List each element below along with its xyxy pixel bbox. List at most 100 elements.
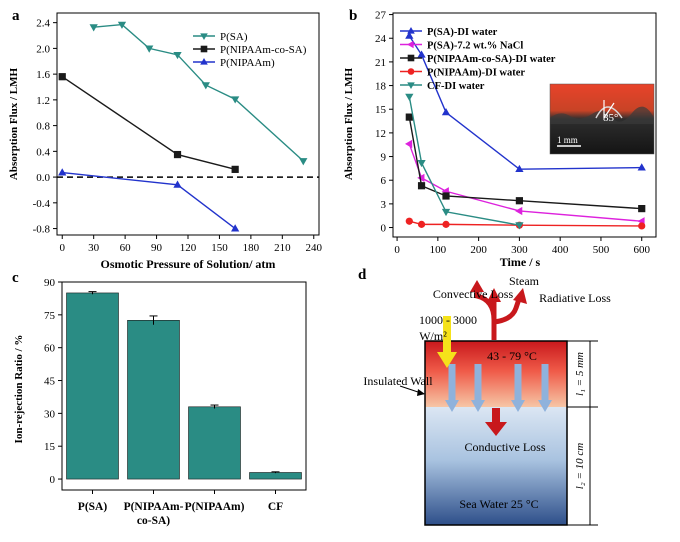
steam-arrowhead — [487, 288, 501, 302]
a-ytick-label: -0.8 — [33, 224, 51, 236]
c-xtick-label: co-SA) — [137, 515, 170, 527]
c-bar-0 — [66, 292, 119, 480]
b-ytick-label: 18 — [375, 81, 387, 93]
y-axis-label-a: Absorption Flux / LMH — [8, 67, 20, 180]
heat-flow-arrows — [445, 364, 552, 412]
plot-frame-c — [61, 281, 307, 491]
c-ytick-label: 0 — [50, 474, 56, 486]
heat-arrowhead-4 — [538, 400, 552, 412]
a-legend-marker — [200, 33, 208, 40]
conductive-loss-arrowhead — [485, 422, 507, 436]
a-xtick-label: 150 — [211, 242, 228, 254]
a-ytick-label: 2.0 — [36, 43, 50, 55]
b-series-0-point — [515, 164, 524, 173]
a-series-1-point — [58, 73, 66, 81]
heat-arrowhead-1 — [445, 400, 459, 412]
a-series-0-point — [231, 96, 240, 104]
b-series-4-point — [441, 208, 451, 217]
b-series-3-point — [417, 220, 426, 228]
b-ytick-label: 12 — [375, 128, 386, 140]
a-series-0-point — [145, 45, 154, 53]
x-axis-label-b: Time / s — [500, 255, 541, 269]
a-xtick-label: 180 — [243, 242, 260, 254]
a-legend-label: P(SA) — [220, 31, 248, 43]
insulated-wall-label: Insulated Wall — [363, 374, 433, 388]
contact-angle-inset: 85° 1 mm — [549, 83, 655, 155]
inset-angle-line — [603, 102, 615, 119]
c-ytick-label: 90 — [44, 277, 56, 289]
y-axis-label-c: Ion-rejection Ratio / % — [13, 335, 25, 444]
b-series-1-point — [404, 139, 413, 149]
b-legend-marker — [407, 27, 415, 34]
irradiance-label-line1: 1000 - 3000 — [419, 313, 477, 327]
b-legend-label: P(SA)-7.2 wt.% NaCl — [427, 41, 523, 52]
a-series-1-point — [231, 165, 239, 173]
inset-surface — [550, 106, 654, 124]
a-series-0-point — [117, 21, 127, 29]
a-ytick-label: 1.2 — [36, 95, 50, 107]
b-ytick-label: 27 — [375, 10, 387, 22]
heat-arrowhead-2 — [471, 400, 485, 412]
a-legend-marker — [200, 45, 208, 53]
a-series-2-point — [231, 224, 240, 232]
b-xtick-label: 600 — [633, 244, 650, 256]
b-legend-marker — [407, 68, 415, 75]
a-xtick-label: 90 — [151, 242, 163, 254]
a-ytick-label: 2.4 — [36, 18, 50, 30]
radiative-loss-arrow — [493, 295, 523, 325]
c-bar-3 — [249, 472, 302, 480]
a-series-line-2 — [62, 171, 236, 230]
b-series-0-point — [637, 163, 646, 171]
c-xtick-label: P(NIPAAm- — [124, 501, 184, 513]
b-ytick-label: 21 — [375, 57, 386, 69]
panel-b-chart: b 0 100 200 300 400 500 600 0 3 6 9 12 15 18 21 24 27 P… — [343, 8, 657, 269]
container-outline — [424, 340, 568, 526]
irradiance-label-line2: W/m² — [419, 329, 447, 343]
heat-arrowhead-3 — [511, 400, 525, 412]
b-series-0-point — [405, 31, 414, 39]
steam-label: Steam — [509, 274, 540, 288]
b-series-line-4 — [408, 96, 520, 226]
panel-d-diagram: d — [358, 267, 611, 526]
a-ytick-label: 0.0 — [36, 172, 50, 184]
c-ytick-label: 60 — [44, 343, 56, 355]
sea-water-label: Sea Water 25 °C — [459, 497, 538, 511]
b-legend-label: P(SA)-DI water — [427, 27, 498, 38]
a-legend-label: P(NIPAAm-co-SA) — [220, 44, 307, 56]
panel-a-chart: a 0 30 60 90 120 150 180 210 240 -0.8 -0.4 0.0 0.4 0… — [8, 8, 323, 271]
a-xtick-label: 60 — [120, 242, 132, 254]
c-ytick-label: 30 — [44, 408, 56, 420]
convective-arrowhead — [470, 280, 484, 292]
b-ytick-label: 6 — [381, 175, 387, 187]
b-xtick-label: 500 — [593, 244, 610, 256]
b-ytick-label: 24 — [375, 33, 387, 45]
b-xtick-label: 200 — [470, 244, 487, 256]
conductive-loss-arrow-shaft — [492, 408, 500, 424]
insulated-wall-pointer-head — [417, 389, 425, 396]
a-xtick-label: 210 — [274, 242, 291, 254]
a-xtick-label: 30 — [88, 242, 100, 254]
a-ytick-label: 1.6 — [36, 69, 50, 81]
a-ytick-label: -0.4 — [33, 198, 51, 210]
b-series-2-point — [638, 205, 646, 213]
b-legend-marker — [407, 40, 414, 49]
convective-loss-label: Convective Loss — [433, 287, 514, 301]
plot-frame-b — [392, 12, 657, 238]
a-series-0-point — [299, 158, 308, 166]
panel-label-a: a — [12, 8, 20, 24]
radiative-loss-label: Radiative Loss — [539, 291, 611, 305]
inset-droplet — [595, 106, 623, 119]
b-series-4-point — [405, 93, 414, 101]
a-legend-label: P(NIPAAm) — [220, 57, 275, 69]
conductive-loss-label: Conductive Loss — [465, 440, 546, 454]
a-xtick-label: 0 — [59, 242, 65, 254]
x-axis-label-a: Osmotic Pressure of Solution/ atm — [101, 257, 276, 271]
b-legend-label: P(NIPAAm-co-SA)-DI water — [427, 54, 556, 65]
b-series-3-point — [638, 222, 646, 230]
b-legend-label: CF-DI water — [427, 81, 485, 92]
a-ytick-label: 0.4 — [36, 146, 50, 158]
panel-label-d: d — [358, 267, 367, 283]
c-bar-1 — [127, 320, 180, 480]
b-series-2-point — [515, 197, 524, 205]
dimension-markers — [567, 340, 598, 526]
